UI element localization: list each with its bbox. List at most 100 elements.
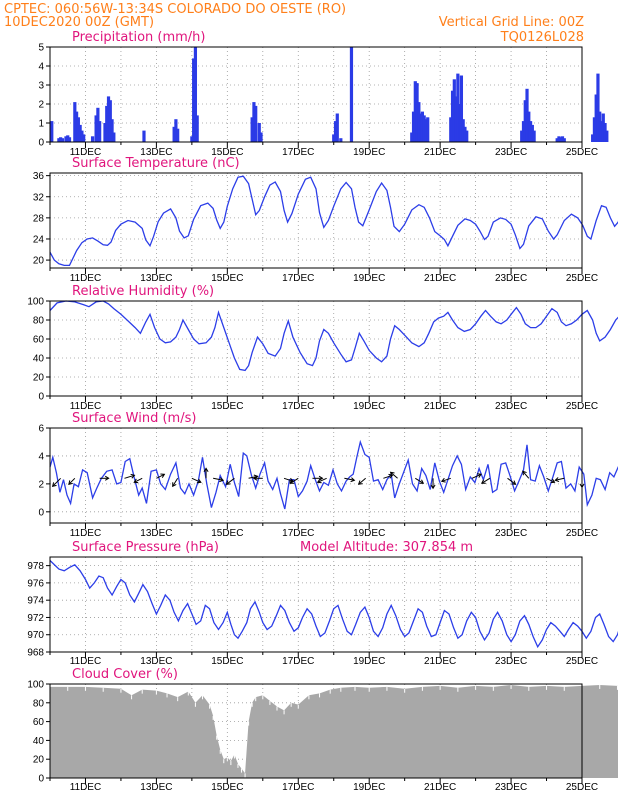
x-tick-label: 15DEC: [211, 401, 243, 412]
precip-bar: [530, 124, 534, 142]
x-tick-label: 21DEC: [424, 147, 456, 158]
precip-bar: [335, 113, 339, 142]
x-tick-label: 19DEC: [353, 147, 385, 158]
x-tick-label: 21DEC: [424, 782, 456, 793]
y-tick-label: 0: [38, 138, 44, 149]
y-tick-label: 5: [38, 43, 44, 54]
precip-bar: [57, 138, 61, 142]
precip-bar: [110, 119, 114, 142]
wind-arrowhead: [104, 475, 110, 481]
precip-bar: [591, 134, 595, 142]
x-tick-label: 17DEC: [282, 782, 314, 793]
y-tick-label: 28: [33, 213, 45, 224]
wind-arrowhead: [203, 467, 209, 472]
precip-bar: [176, 128, 180, 142]
x-tick-label: 11DEC: [70, 273, 102, 284]
x-tick-label: 17DEC: [282, 147, 314, 158]
precip-bar: [527, 111, 531, 142]
precip-bar: [413, 81, 417, 142]
wind-vector: [213, 477, 224, 481]
x-tick-label: 13DEC: [140, 401, 172, 412]
wind-vector: [383, 474, 393, 479]
wind-vector: [546, 477, 555, 483]
x-tick-label: 23DEC: [495, 656, 527, 667]
panel-2: Surface Temperature (nC) 20 24 28 32 36 11DEC 1…: [33, 156, 618, 284]
x-tick-label: 25DEC: [566, 782, 598, 793]
x-tick-label: 23DEC: [495, 273, 527, 284]
y-tick-label: 4: [38, 451, 44, 462]
wind-arrowhead: [316, 478, 322, 484]
x-tick-label: 19DEC: [353, 782, 385, 793]
precip-bar: [523, 100, 527, 142]
precip-bar: [411, 111, 416, 142]
header-date: 10DEC2020 00Z (GMT): [4, 15, 154, 30]
x-tick-label: 23DEC: [495, 528, 527, 539]
precip-bar: [456, 73, 460, 142]
precip-bar: [452, 79, 456, 142]
panel-6: Cloud Cover (%) 0 20 40 60 80 100 11DEC 13DEC 15D…: [27, 667, 618, 793]
x-tick-label: 21DEC: [424, 401, 456, 412]
x-tick-label: 23DEC: [495, 147, 527, 158]
precip-bar: [142, 130, 146, 142]
x-tick-label: 19DEC: [353, 528, 385, 539]
precip-bar: [461, 119, 465, 142]
wind-vector: [390, 471, 398, 479]
y-tick-label: 80: [33, 316, 45, 327]
panel-annotation: Model Altitude: 307.854 m: [300, 540, 473, 555]
wind-arrowhead: [522, 470, 527, 476]
precip-bar: [459, 75, 464, 142]
y-tick-label: 0: [38, 774, 44, 785]
wind-arrowhead: [511, 480, 517, 485]
x-tick-label: 11DEC: [70, 401, 102, 412]
x-tick-label: 25DEC: [566, 528, 598, 539]
wind-vector: [507, 477, 516, 485]
precip-bar: [67, 137, 72, 142]
precip-bar: [521, 121, 526, 142]
precip-bar: [410, 132, 414, 142]
panels: Precipitation (mm/h) 0 1 2 3 4 5 11DEC 13DEC 15DE…: [27, 30, 618, 793]
wind-vector: [471, 473, 482, 479]
precip-bar: [98, 121, 102, 142]
precip-bar: [603, 123, 607, 142]
wind-arrowhead: [172, 482, 177, 488]
precip-bar: [596, 73, 600, 142]
wind-arrowhead: [130, 473, 136, 479]
wind-arrowhead: [554, 477, 560, 483]
x-tick-label: 17DEC: [282, 656, 314, 667]
x-tick-label: 11DEC: [70, 782, 102, 793]
y-tick-label: 4: [38, 62, 44, 73]
panel-1: Precipitation (mm/h) 0 1 2 3 4 5 11DEC 13DEC 15DE…: [38, 30, 609, 158]
precip-bar: [555, 138, 559, 142]
precip-bar: [250, 117, 254, 142]
y-tick-label: 978: [27, 561, 44, 572]
wind-arrowhead: [133, 478, 139, 484]
y-tick-label: 0: [38, 507, 44, 518]
x-tick-label: 11DEC: [70, 656, 102, 667]
precip-bar: [562, 138, 566, 142]
precip-bar: [450, 90, 455, 142]
precip-bar: [458, 104, 462, 142]
panel-title: Surface Pressure (hPa): [72, 540, 219, 555]
cloud-area: [50, 684, 618, 778]
wind-arrowhead: [388, 473, 394, 479]
panel-title: Precipitation (mm/h): [72, 30, 205, 45]
x-tick-label: 13DEC: [140, 656, 172, 667]
precip-bar: [105, 105, 109, 142]
wind-vector: [191, 477, 202, 483]
precip-bar: [520, 130, 524, 142]
x-tick-label: 21DEC: [424, 656, 456, 667]
precip-bar: [254, 105, 258, 142]
x-tick-label: 21DEC: [424, 273, 456, 284]
wind-arrowhead: [225, 480, 231, 485]
x-tick-label: 19DEC: [353, 656, 385, 667]
precip-bar: [190, 136, 194, 142]
precip-bar: [75, 111, 79, 142]
precip-bar: [73, 102, 77, 142]
x-tick-label: 17DEC: [282, 528, 314, 539]
x-tick-label: 21DEC: [424, 528, 456, 539]
precip-bar: [465, 130, 469, 142]
y-tick-label: 0: [38, 392, 44, 403]
panel-5: Surface Pressure (hPa) Model Altitude: 30…: [27, 540, 618, 667]
precip-bar: [193, 47, 198, 142]
